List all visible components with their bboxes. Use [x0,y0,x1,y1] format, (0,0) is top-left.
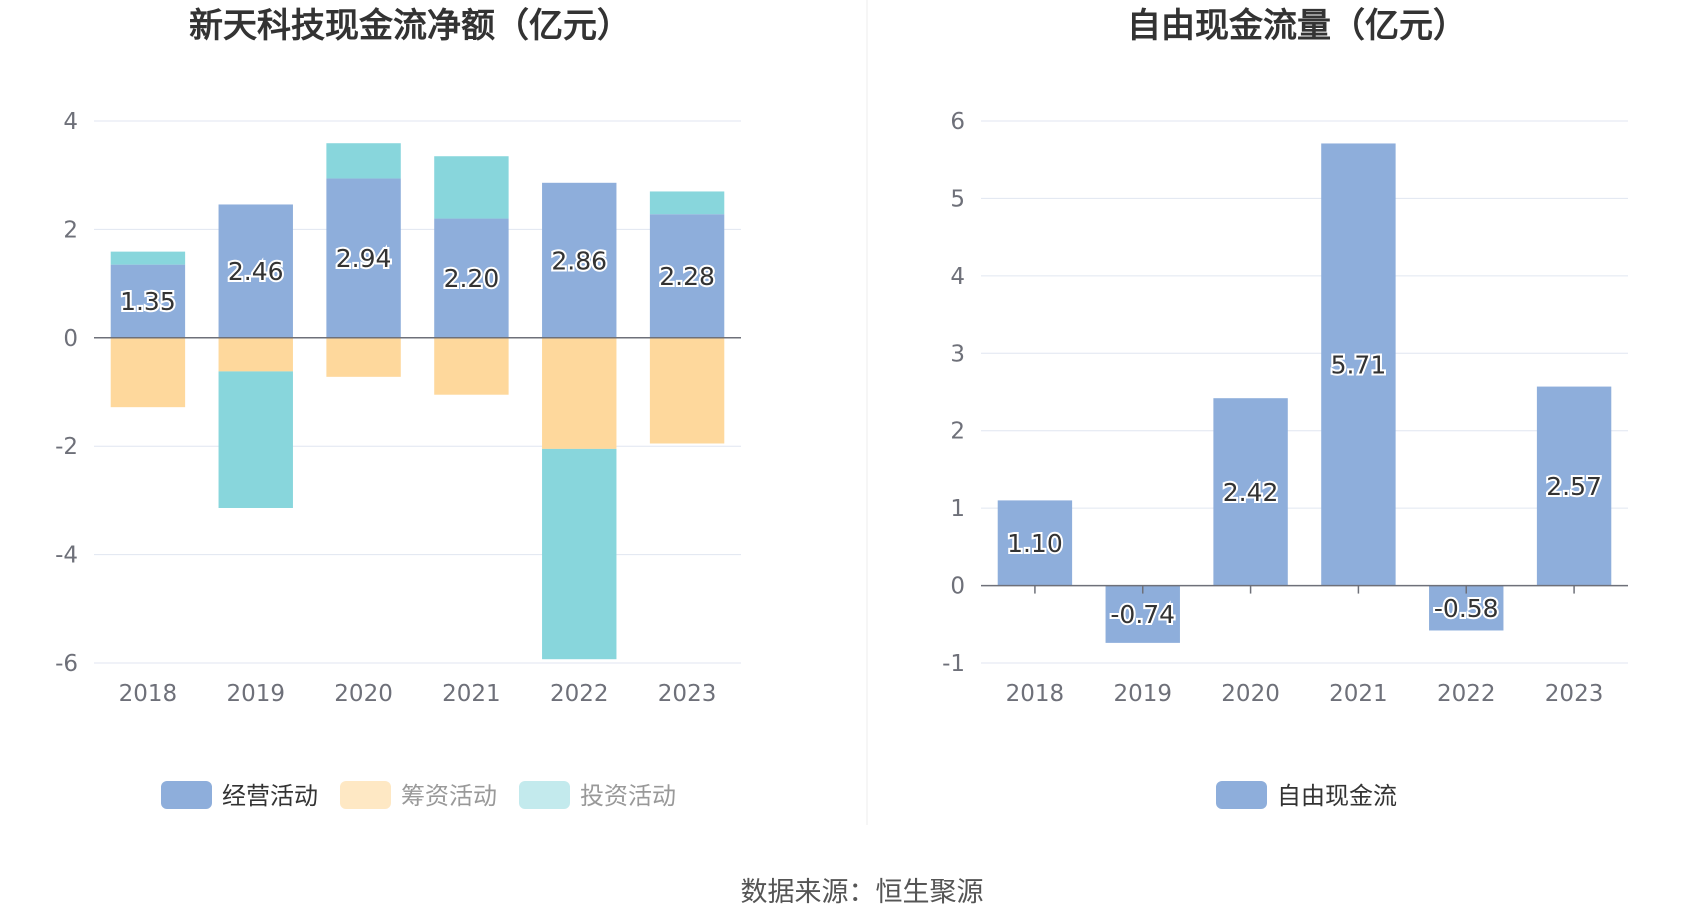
right-grid: 6 5 4 3 2 1 0 -1 [942,109,1628,677]
y-tick-label: 6 [950,109,965,135]
bar-free_cash-2020[interactable] [1213,398,1288,586]
right-chart-title: 自由现金流量（亿元） [1127,6,1467,46]
left-legend[interactable]: 经营活动 筹资活动 投资活动 [161,781,676,810]
right-legend[interactable]: 自由现金流 [1216,781,1397,810]
left-bars [110,143,725,660]
bar-value-label: 2.28 [659,262,715,291]
bar-investing-2020[interactable] [326,143,401,179]
legend-swatch-investing [519,781,570,809]
bar-financing-2023[interactable] [649,337,725,444]
data-source: 数据来源：恒生聚源 [741,877,984,908]
bar-financing-2022[interactable] [542,337,617,449]
y-tick-label: -4 [55,543,78,569]
bar-free_cash-2018[interactable] [997,500,1073,586]
y-tick-label: 3 [950,341,965,367]
y-tick-label: 5 [950,186,965,212]
legend-item-investing[interactable]: 投资活动 [519,781,676,810]
x-tick-label: 2018 [119,681,178,707]
y-tick-label: -2 [55,434,78,460]
y-tick-label: -1 [942,651,965,677]
y-tick-label: 4 [63,109,78,135]
y-tick-label: 1 [950,496,965,522]
bar-value-label: 1.35 [120,287,176,316]
y-tick-label: 2 [950,419,965,445]
bar-free_cash-2021[interactable] [1321,143,1396,586]
bar-operating-2022[interactable] [542,182,617,338]
bar-value-label: 2.86 [551,246,607,275]
x-tick-label: 2021 [442,681,501,707]
bar-free_cash-2019[interactable] [1105,585,1180,643]
y-tick-label: 4 [950,264,965,290]
bar-operating-2023[interactable] [649,214,725,338]
left-chart: 新天科技现金流净额（亿元） 4 2 0 -2 -4 -6 1.35 2.46 2.94 2.20… [55,6,741,810]
y-tick-label: 0 [950,574,965,600]
bar-financing-2018[interactable] [110,337,186,408]
right-bar-labels: 1.10 -0.74 2.42 5.71 -0.58 2.57 [1005,349,1604,632]
x-tick-label: 2023 [1545,681,1604,707]
right-bars [997,143,1612,643]
x-tick-label: 2019 [1113,681,1172,707]
x-tick-label: 2021 [1329,681,1388,707]
bar-value-label: -0.58 [1434,594,1499,623]
bar-investing-2021[interactable] [434,156,509,219]
legend-label-investing: 投资活动 [580,782,676,810]
legend-item-financing[interactable]: 筹资活动 [340,781,497,810]
bar-financing-2021[interactable] [434,337,509,395]
legend-label-financing: 筹资活动 [401,782,497,810]
bar-value-label: 2.57 [1546,472,1602,501]
x-tick-label: 2022 [1437,681,1496,707]
bar-value-label: 5.71 [1331,351,1387,380]
right-x-axis: 2018 2019 2020 2021 2022 2023 [981,584,1628,707]
bar-operating-2021[interactable] [434,218,509,338]
bar-value-label: 2.46 [228,257,284,286]
bar-value-label: -0.74 [1110,600,1175,629]
right-chart: 自由现金流量（亿元） 6 5 4 3 2 1 0 -1 1.10 -0.74 2.42 5.71 -0… [942,6,1628,810]
left-chart-title: 新天科技现金流净额（亿元） [189,6,631,46]
left-bar-labels: 1.35 2.46 2.94 2.20 2.86 2.28 [118,242,717,318]
bar-investing-2019[interactable] [218,371,293,508]
legend-item-operating[interactable]: 经营活动 [161,781,318,810]
x-tick-label: 2018 [1006,681,1065,707]
bar-financing-2020[interactable] [326,337,401,377]
x-tick-label: 2019 [226,681,285,707]
bar-investing-2018[interactable] [110,251,186,265]
bar-value-label: 2.20 [444,264,500,293]
legend-label-operating: 经营活动 [222,782,318,810]
bar-investing-2022[interactable] [542,448,617,660]
legend-swatch-financing [340,781,391,809]
bar-value-label: 1.10 [1007,529,1063,558]
bar-operating-2019[interactable] [218,204,293,338]
legend-item-free-cash[interactable]: 自由现金流 [1216,781,1397,810]
y-tick-label: -6 [55,651,78,677]
bar-investing-2023[interactable] [649,191,725,215]
bar-financing-2019[interactable] [218,337,293,372]
left-grid: 4 2 0 -2 -4 -6 [55,109,741,677]
x-tick-label: 2022 [550,681,609,707]
bar-operating-2018[interactable] [110,264,186,338]
y-tick-label: 0 [63,326,78,352]
x-tick-label: 2020 [334,681,393,707]
y-tick-label: 2 [63,217,78,243]
legend-label-free-cash: 自由现金流 [1277,782,1397,810]
x-tick-label: 2020 [1221,681,1280,707]
bar-value-label: 2.94 [336,244,392,273]
x-tick-label: 2023 [658,681,717,707]
legend-swatch-free-cash [1216,781,1267,809]
left-x-axis: 2018 2019 2020 2021 2022 2023 [94,337,741,707]
bar-value-label: 2.42 [1223,478,1279,507]
bar-operating-2020[interactable] [326,178,401,338]
bar-free_cash-2023[interactable] [1536,386,1612,586]
legend-swatch-operating [161,781,212,809]
